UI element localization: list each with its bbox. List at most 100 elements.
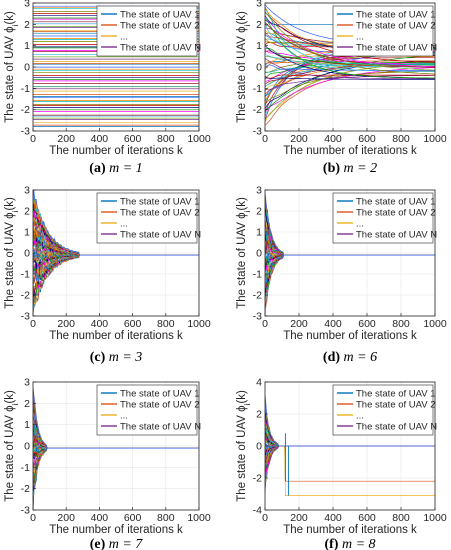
panel-caption: (b) m = 2 (323, 161, 377, 176)
y-tick-label: 2 (24, 398, 30, 410)
series-line-60 (265, 394, 435, 447)
x-tick-label: 600 (124, 133, 142, 145)
legend-label: ... (356, 411, 364, 422)
legend-label: The state of UAV 2 (120, 21, 200, 32)
y-tick-label: -2 (21, 104, 30, 116)
legend-label: The state of UAV 1 (120, 389, 200, 400)
x-tick-label: 800 (157, 512, 175, 524)
x-axis-label: The number of iterations k (49, 330, 183, 342)
legend-label: The state of UAV 1 (120, 10, 200, 21)
legend-label: ... (120, 411, 128, 422)
y-tick-label: -3 (253, 126, 262, 138)
x-tick-label: 0 (30, 512, 36, 524)
x-tick-label: 400 (324, 133, 342, 145)
series-line-30 (265, 64, 435, 72)
y-tick-label: -3 (21, 126, 30, 138)
x-axis-label: The number of iterations k (49, 524, 183, 536)
x-tick-label: 1000 (187, 318, 211, 330)
series-line-60 (33, 388, 199, 449)
y-tick-label: 3 (256, 185, 262, 197)
x-tick-label: 600 (124, 512, 142, 524)
legend-label: The state of UAV 2 (356, 208, 436, 219)
legend-label: The state of UAV 2 (356, 400, 436, 411)
y-tick-label: 3 (24, 0, 30, 10)
chart-panel-c: 0 200 400 600 800 1000 -3 -2 -1 0 1 2 3 The number of… (4, 185, 211, 366)
legend-label: The state of UAV N (356, 43, 437, 54)
legend-label: ... (120, 32, 128, 43)
x-axis-label: The number of iterations k (283, 330, 417, 342)
y-tick-label: -1 (253, 83, 262, 95)
x-tick-label: 1000 (423, 318, 447, 330)
x-tick-label: 800 (392, 318, 410, 330)
series-line-19 (265, 75, 435, 91)
legend-label: The state of UAV 1 (356, 197, 436, 208)
y-tick-label: 1 (24, 227, 30, 239)
panel-caption: (c) m = 3 (90, 350, 143, 365)
y-tick-label: -2 (21, 290, 30, 302)
y-tick-label: 2 (256, 206, 262, 218)
legend-label: The state of UAV N (120, 230, 201, 241)
series-line-3 (265, 445, 435, 496)
y-tick-label: -2 (253, 473, 262, 485)
legend-label: The state of UAV N (120, 422, 201, 433)
panel-caption: (d) m = 6 (323, 350, 377, 365)
y-tick-label: -3 (21, 505, 30, 517)
legend-label: The state of UAV 1 (120, 197, 200, 208)
x-tick-label: 200 (57, 512, 75, 524)
series-line-50 (265, 24, 435, 71)
y-tick-label: 2 (256, 19, 262, 31)
y-tick-label: 3 (24, 185, 30, 197)
y-tick-label: 1 (24, 40, 30, 52)
y-tick-label: 2 (256, 409, 262, 421)
series-line-25 (265, 77, 435, 80)
x-tick-label: 800 (392, 133, 410, 145)
y-tick-label: 0 (256, 441, 262, 453)
y-tick-label: 0 (24, 62, 30, 74)
series-line-60 (265, 193, 435, 256)
series-group (33, 190, 199, 315)
legend-label: The state of UAV 2 (120, 400, 200, 411)
y-tick-label: -1 (21, 462, 30, 474)
legend-label: ... (356, 32, 364, 43)
y-tick-label: 0 (256, 62, 262, 74)
y-tick-label: 3 (256, 0, 262, 10)
x-tick-label: 200 (57, 318, 75, 330)
y-tick-label: 3 (24, 377, 30, 389)
x-tick-label: 600 (358, 133, 376, 145)
y-tick-label: -1 (21, 83, 30, 95)
series-group (265, 192, 435, 316)
y-axis-label: The state of UAV ϕi(k) (4, 390, 20, 502)
x-tick-label: 1000 (423, 512, 447, 524)
x-tick-label: 0 (30, 318, 36, 330)
series-line-51 (265, 22, 435, 72)
series-line-53 (265, 20, 435, 67)
y-tick-label: 2 (24, 206, 30, 218)
series-line-34 (265, 57, 435, 80)
y-tick-label: 2 (24, 19, 30, 31)
x-tick-label: 800 (392, 512, 410, 524)
x-tick-label: 600 (124, 318, 142, 330)
legend-label: The state of UAV N (120, 43, 201, 54)
y-tick-label: 4 (256, 377, 262, 389)
y-tick-label: 0 (24, 248, 30, 260)
y-axis-label: The state of UAV ϕi(k) (4, 11, 20, 123)
legend-label: The state of UAV 1 (356, 389, 436, 400)
x-tick-label: 400 (91, 318, 109, 330)
y-tick-label: -3 (21, 311, 30, 323)
y-tick-label: 0 (256, 248, 262, 260)
legend-label: The state of UAV 1 (356, 10, 436, 21)
y-tick-label: 1 (256, 40, 262, 52)
x-tick-label: 0 (30, 133, 36, 145)
y-axis-label: The state of UAV ϕi(k) (236, 390, 252, 502)
panel-caption: (a) m = 1 (89, 161, 142, 176)
x-tick-label: 400 (91, 133, 109, 145)
y-tick-label: -3 (253, 311, 262, 323)
chart-panel-f: 0 200 400 600 800 1000 -4 -2 0 2 4 The number of it… (236, 377, 447, 550)
y-tick-label: -1 (253, 269, 262, 281)
y-tick-label: -1 (21, 269, 30, 281)
x-tick-label: 0 (262, 133, 268, 145)
